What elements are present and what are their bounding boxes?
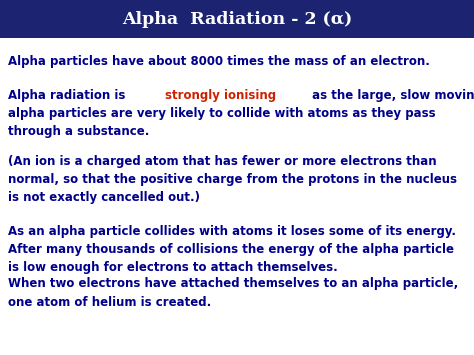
Bar [0,0,474,38]
Text: After many thousands of collisions the energy of the alpha particle: After many thousands of collisions the e… [8,244,454,257]
Text: Alpha  Radiation - 2 (α): Alpha Radiation - 2 (α) [122,11,352,27]
Text: normal, so that the positive charge from the protons in the nucleus: normal, so that the positive charge from… [8,173,457,186]
Text: When two electrons have attached themselves to an alpha particle,: When two electrons have attached themsel… [8,278,458,290]
Text: is not exactly cancelled out.): is not exactly cancelled out.) [8,191,200,203]
Text: As an alpha particle collides with atoms it loses some of its energy.: As an alpha particle collides with atoms… [8,225,456,239]
Text: is low enough for electrons to attach themselves.: is low enough for electrons to attach th… [8,262,338,274]
Text: Alpha particles have about 8000 times the mass of an electron.: Alpha particles have about 8000 times th… [8,55,430,69]
Text: as the large, slow moving: as the large, slow moving [308,88,474,102]
Text: alpha particles are very likely to collide with atoms as they pass: alpha particles are very likely to colli… [8,106,436,120]
Text: (An ion is a charged atom that has fewer or more electrons than: (An ion is a charged atom that has fewer… [8,154,437,168]
Text: one atom of helium is created.: one atom of helium is created. [8,295,211,308]
Text: Alpha radiation is: Alpha radiation is [8,88,129,102]
Text: strongly ionising: strongly ionising [165,88,276,102]
Text: through a substance.: through a substance. [8,125,149,137]
